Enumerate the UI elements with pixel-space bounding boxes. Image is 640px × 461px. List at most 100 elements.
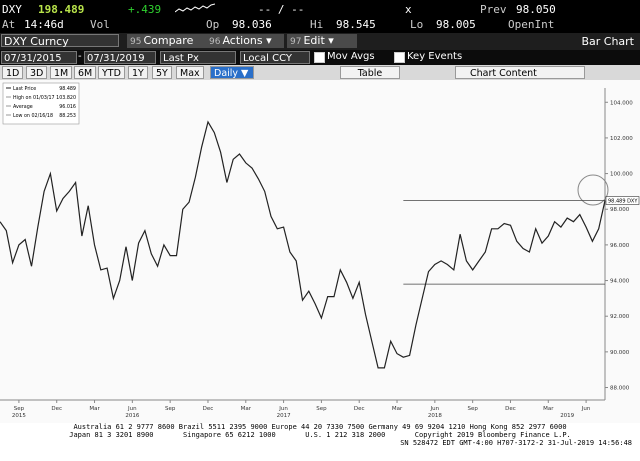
- edit-num: 97: [290, 37, 302, 47]
- time-label: At: [2, 18, 16, 31]
- compare: Compare: [143, 34, 194, 47]
- y-tick-label: 98.000: [610, 207, 630, 213]
- key-events-checkbox[interactable]: [394, 52, 405, 63]
- bid-ask: -- / --: [258, 3, 305, 16]
- period-button[interactable]: 6M: [74, 66, 97, 79]
- sparkline: [175, 3, 215, 13]
- highlight-circle: [577, 174, 609, 206]
- key-events: Key Events: [407, 51, 463, 62]
- x-tick-label: Dec: [354, 406, 365, 412]
- x-tick-label: Sep: [14, 406, 25, 412]
- legend-label: Average: [13, 104, 33, 110]
- vol-label: Vol: [90, 18, 110, 31]
- edit: Edit ▾: [303, 34, 334, 47]
- toolbar: DXY Curncy 95 Compare 96 Actions ▾ 97 Edit …: [0, 33, 640, 50]
- price-line: [0, 120, 606, 369]
- year-label: 2017: [277, 413, 291, 419]
- actions-button[interactable]: 96 Actions ▾: [206, 34, 284, 48]
- settings-bar: 07/31/2015 - 07/31/2019 Last Px Local CC…: [0, 50, 640, 65]
- year-label: 2018: [428, 413, 442, 419]
- year-label: 2016: [125, 413, 139, 419]
- y-tick-label: 104.000: [610, 100, 633, 106]
- x-tick-label: Sep: [316, 406, 327, 412]
- x-tick-label: Sep: [467, 406, 478, 412]
- legend-label: High on 01/03/17: [13, 95, 55, 101]
- ticker: DXY: [2, 3, 22, 16]
- chart-type: Bar Chart: [581, 35, 634, 48]
- last-price: 198.489: [38, 3, 85, 16]
- mov-avgs-checkbox[interactable]: [314, 52, 325, 63]
- low: 98.005: [436, 18, 476, 31]
- legend-label: Last Price: [13, 86, 36, 92]
- period-button[interactable]: Max: [176, 66, 204, 79]
- field-select[interactable]: Last Px: [160, 51, 236, 64]
- x-tick-label: Dec: [505, 406, 516, 412]
- quote-header: DXY 198.489 +.439 -- / -- x Prev 98.050 …: [0, 0, 640, 33]
- y-tick-label: 96.000: [610, 243, 630, 249]
- frequency-select[interactable]: Daily ▼: [210, 66, 254, 79]
- actions-num: 96: [209, 37, 221, 47]
- security-input[interactable]: DXY Curncy: [1, 34, 119, 48]
- chart-content-button[interactable]: Chart Content: [455, 66, 585, 79]
- period-bar: 1D 3D 1M 6M YTD 1Y 5Y Max Daily ▼ Table Chart C…: [0, 65, 640, 80]
- legend-value: 103.820: [56, 95, 76, 101]
- y-tick-label: 102.000: [610, 136, 633, 142]
- y-tick-label: 94.000: [610, 279, 630, 285]
- x-tick-label: Mar: [543, 406, 554, 412]
- x-tick-label: Jun: [581, 406, 591, 412]
- edit-button[interactable]: 97 Edit ▾: [287, 34, 357, 48]
- x-tick-label: Mar: [392, 406, 403, 412]
- x-tick-label: Jun: [430, 406, 440, 412]
- low-label: Lo: [410, 18, 424, 31]
- open-label: Op: [206, 18, 220, 31]
- period-button[interactable]: YTD: [98, 66, 125, 79]
- x-tick-label: Jun: [127, 406, 137, 412]
- legend-box: [2, 82, 80, 125]
- period-button[interactable]: 5Y: [152, 66, 172, 79]
- end-date[interactable]: 07/31/2019: [84, 51, 156, 64]
- chart: 88.000 90.000 92.000 94.000 96.000 98.000 100.…: [0, 80, 640, 423]
- prev: 98.050: [516, 3, 556, 16]
- openint-label: OpenInt: [508, 18, 555, 31]
- high-label: Hi: [310, 18, 324, 31]
- legend-label: Low on 02/16/18: [13, 113, 53, 119]
- legend-value: 98.489: [59, 86, 76, 92]
- last-price-tag-label: 98.489 DXY: [608, 199, 638, 205]
- high: 98.545: [336, 18, 376, 31]
- time: 14:46d: [24, 18, 64, 31]
- currency-select[interactable]: Local CCY: [240, 51, 310, 64]
- y-tick-label: 88.000: [610, 386, 630, 392]
- x-tick-label: Dec: [203, 406, 214, 412]
- period-button[interactable]: 3D: [26, 66, 48, 79]
- x: x: [405, 3, 412, 16]
- compare-button[interactable]: 95 Compare: [127, 34, 227, 48]
- period-button[interactable]: 1Y: [128, 66, 148, 79]
- x-tick-label: Jun: [278, 406, 288, 412]
- change: +.439: [128, 3, 162, 16]
- start-date[interactable]: 07/31/2015: [1, 51, 77, 64]
- x-tick-label: Dec: [51, 406, 62, 412]
- dash: -: [78, 51, 82, 62]
- year-label: 2019: [560, 413, 574, 419]
- y-tick-label: 92.000: [610, 314, 630, 320]
- legend-value: 96.016: [59, 104, 76, 110]
- table-button[interactable]: Table: [340, 66, 400, 79]
- x-tick-label: Mar: [241, 406, 252, 412]
- footer: Australia 61 2 9777 8600 Brazil 5511 239…: [0, 423, 640, 461]
- year-label: 2015: [12, 413, 26, 419]
- footer-line: SN 528472 EDT GMT-4:00 H707-3172-2 31-Ju…: [400, 439, 632, 447]
- period-button[interactable]: 1D: [2, 66, 24, 79]
- chart-background: [0, 80, 640, 423]
- period-button[interactable]: 1M: [50, 66, 73, 79]
- footer-line: Japan 81 3 3201 8900 Singapore 65 6212 1…: [69, 431, 571, 439]
- y-tick-label: 90.000: [610, 350, 630, 356]
- x-tick-label: Mar: [89, 406, 100, 412]
- footer-line: Australia 61 2 9777 8600 Brazil 5511 239…: [73, 423, 567, 431]
- open: 98.036: [232, 18, 272, 31]
- legend-value: 88.253: [59, 113, 76, 119]
- x-tick-label: Sep: [165, 406, 176, 412]
- compare-num: 95: [130, 37, 142, 47]
- y-tick-label: 100.000: [610, 172, 633, 178]
- mov-avgs: Mov Avgs: [327, 51, 375, 62]
